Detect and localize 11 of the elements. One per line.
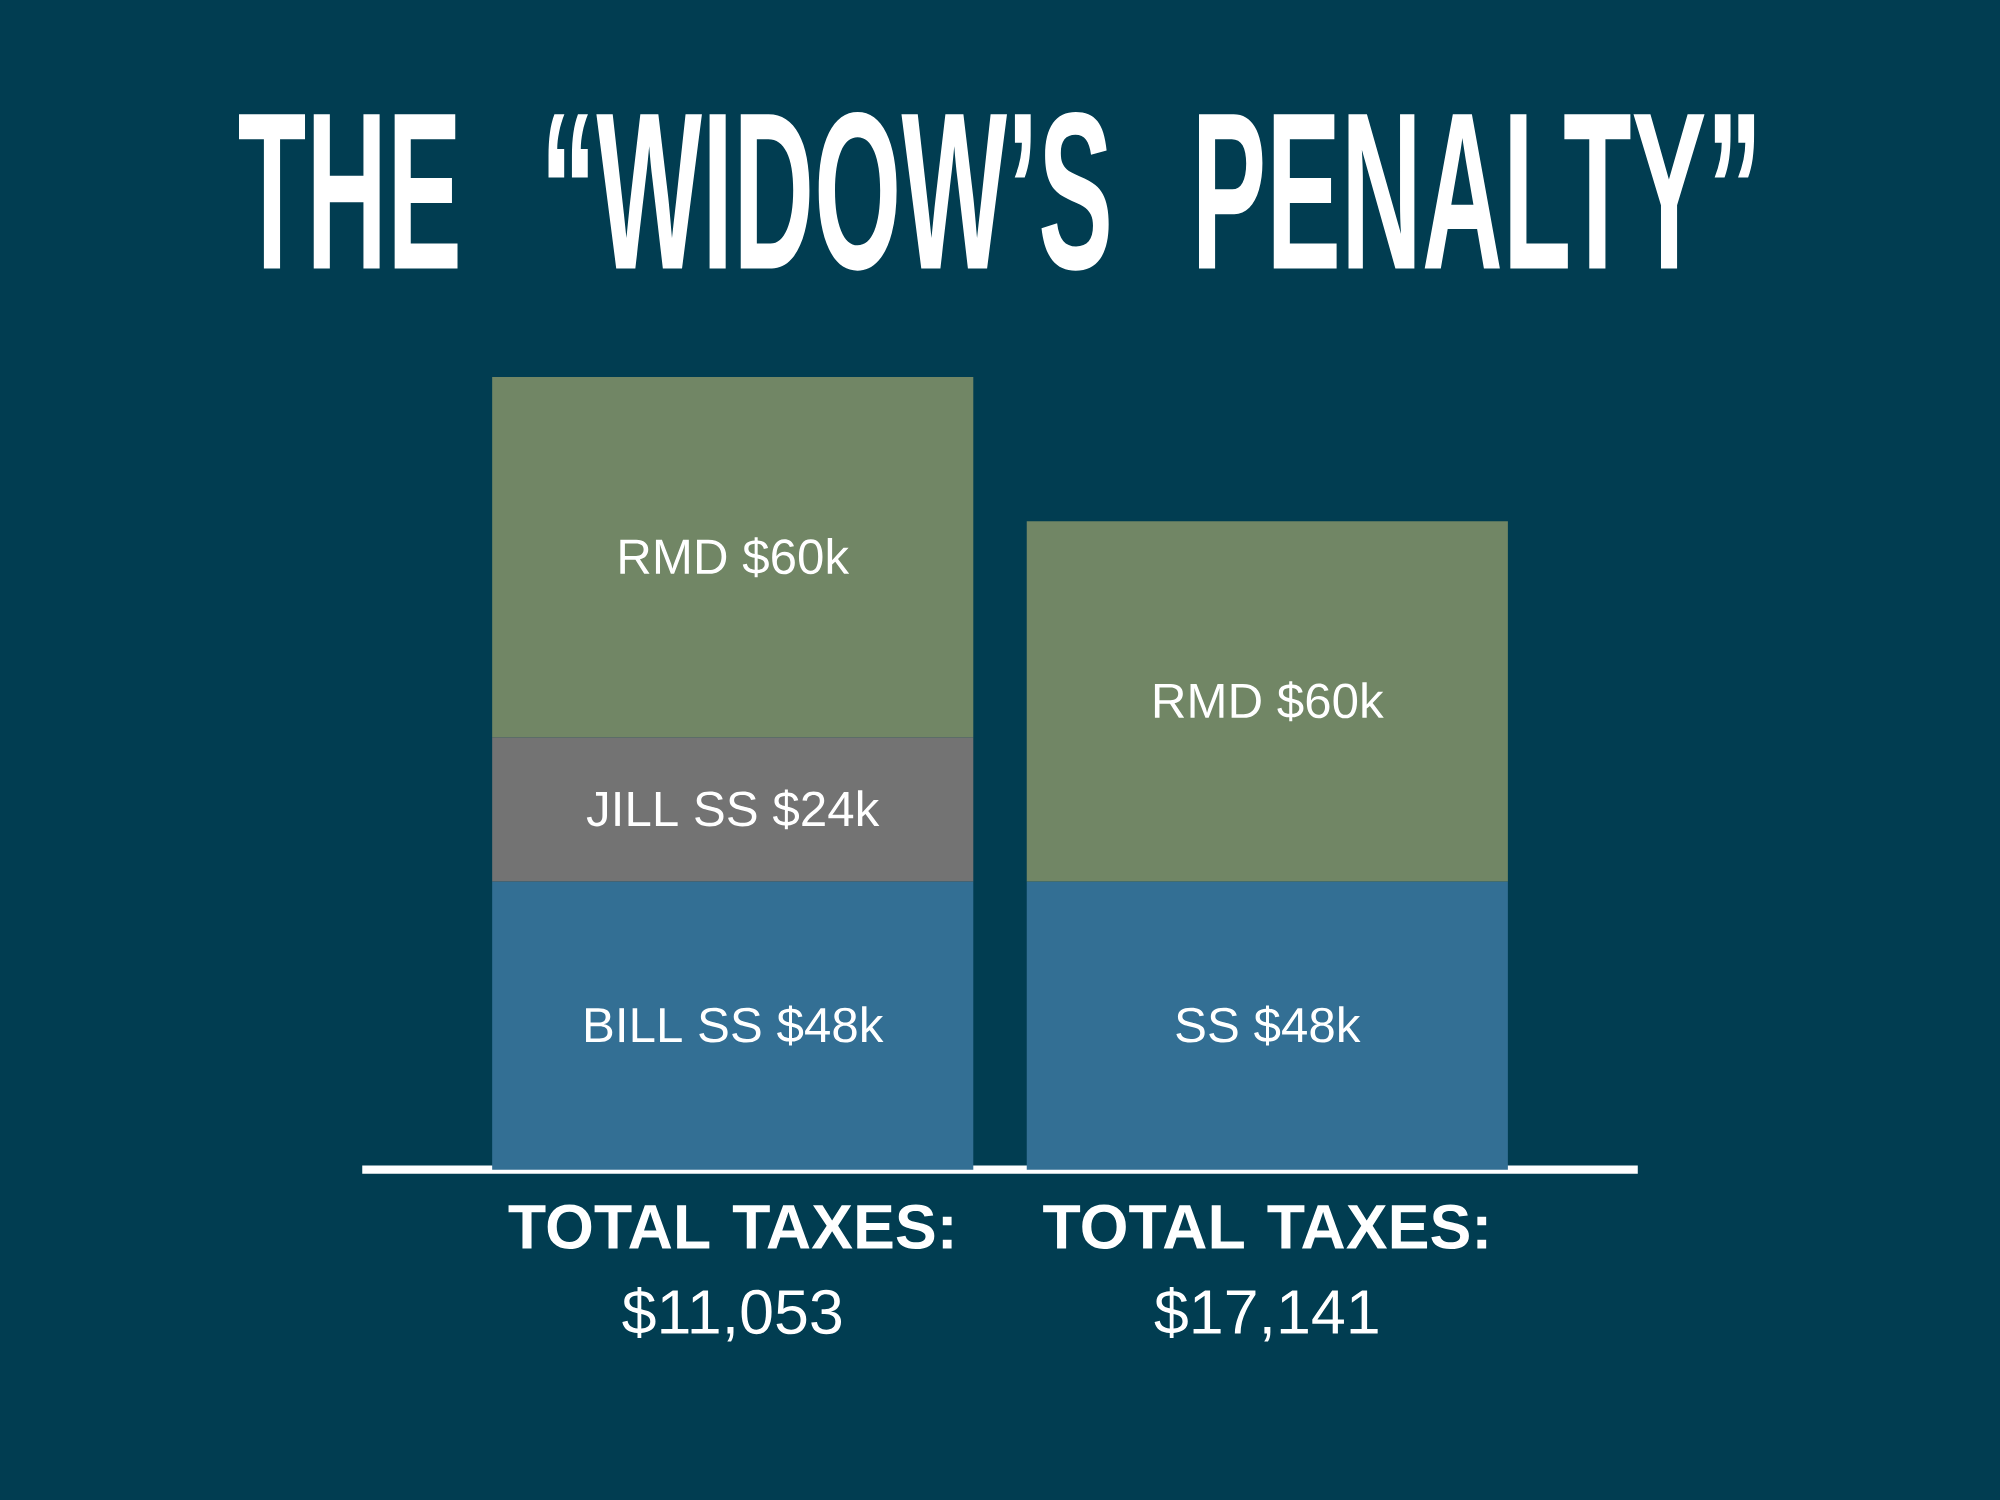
data-label: RMD $60k: [1154, 681, 1384, 722]
bar: [1026, 521, 1508, 882]
data-label: SS $48k: [1176, 1005, 1361, 1046]
data-label: BILL SS $48k: [586, 1005, 884, 1046]
x-tick-label: TOTAL TAXES: $11,053: [508, 1204, 952, 1342]
x-tick-label: TOTAL TAXES: $17,141: [1043, 1204, 1487, 1342]
bar: [492, 737, 974, 882]
data-label: JILL SS $24k: [586, 789, 880, 830]
chart-title: THE “WIDOW’S PENALTY”: [239, 111, 1755, 271]
data-label: RMD $60k: [620, 537, 850, 578]
bar: [492, 377, 974, 738]
